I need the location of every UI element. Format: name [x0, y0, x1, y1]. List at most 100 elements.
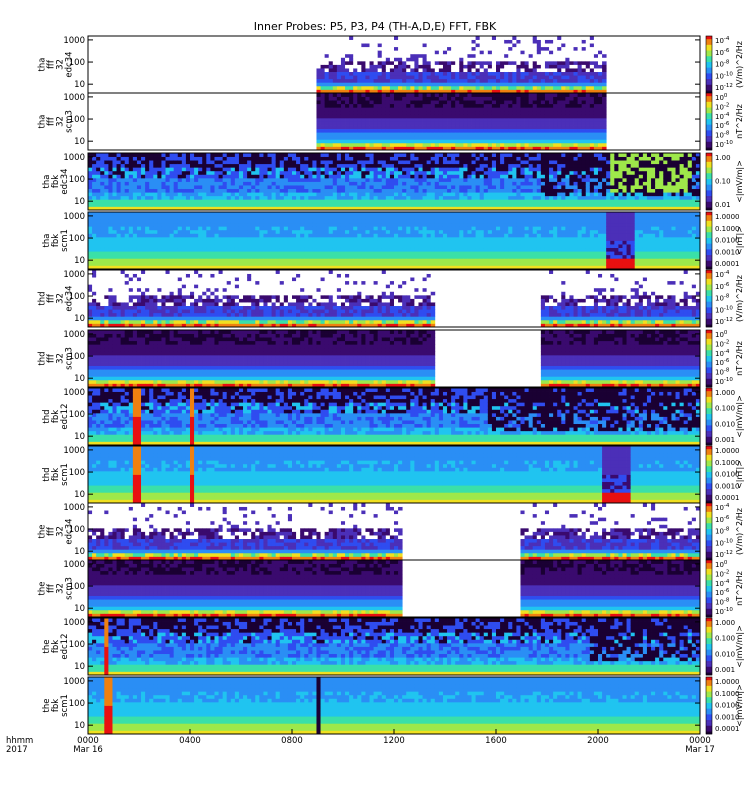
spectrogram-cell [475, 85, 481, 90]
spectrogram-cell [630, 156, 636, 161]
spectrogram-cell [483, 206, 489, 211]
spectrogram-cell [524, 68, 530, 73]
spectrogram-cell [120, 153, 126, 157]
spectrogram-cell [438, 93, 444, 97]
spectrogram-cell [589, 153, 595, 157]
spectrogram-cell [679, 174, 685, 179]
spectrogram-cell [373, 163, 379, 168]
spectrogram-cell [398, 57, 403, 62]
spectrogram-cell [320, 125, 326, 130]
spectrogram-cell [214, 174, 219, 179]
spectrogram-cell [349, 188, 354, 193]
spectrogram-cell [88, 181, 93, 186]
spectrogram-cell [128, 219, 134, 224]
spectrogram-cell [581, 170, 587, 175]
spectrogram-cell [508, 114, 513, 119]
spectrogram-cell [389, 177, 395, 182]
spectrogram-cell [279, 202, 285, 207]
spectrogram-cell [581, 121, 587, 126]
spectrogram-cell [573, 185, 578, 190]
spectrogram-cell [112, 199, 117, 204]
spectrogram-cell [124, 202, 130, 207]
spectrogram-cell [92, 233, 97, 238]
spectrogram-cell [369, 46, 374, 51]
spectrogram-cell [385, 177, 391, 182]
spectrogram-cell [422, 36, 428, 40]
spectrogram-cell [332, 85, 338, 90]
spectrogram-cell [585, 185, 591, 190]
spectrogram-cell [598, 60, 603, 65]
spectrogram-cell [332, 177, 338, 182]
spectrogram-cell [524, 146, 530, 151]
spectrogram-cell [394, 139, 399, 144]
spectrogram-cell [573, 181, 578, 186]
spectrogram-cell [544, 110, 550, 115]
spectrogram-cell [528, 132, 534, 137]
spectrogram-cell [365, 114, 370, 119]
spectrogram-cell [691, 195, 697, 200]
spectrogram-cell [430, 110, 436, 115]
spectrogram-cell [549, 82, 554, 87]
spectrogram-cell [345, 75, 350, 80]
spectrogram-cell [504, 160, 509, 165]
spectrogram-cell [410, 181, 415, 186]
spectrogram-cell [328, 206, 334, 211]
spectrogram-cell [426, 170, 432, 175]
spectrogram-cell [540, 50, 546, 55]
spectrogram-cell [385, 43, 391, 48]
spectrogram-cell [88, 160, 93, 165]
spectrogram-cell [491, 125, 497, 130]
spectrogram-cell [324, 117, 330, 122]
spectrogram-cell [565, 202, 570, 207]
spectrogram-cell [544, 78, 550, 83]
spectrogram-cell [296, 170, 301, 175]
colorbar-cell [706, 204, 712, 208]
spectrogram-cell [606, 170, 611, 175]
spectrogram-cell [426, 39, 432, 44]
spectrogram-cell [467, 117, 472, 122]
spectrogram-cell [695, 153, 701, 157]
spectrogram-cell [361, 135, 366, 140]
spectrogram-cell [132, 222, 138, 227]
spectrogram-cell [516, 60, 521, 65]
spectrogram-cell [402, 128, 407, 133]
spectrogram-cell [328, 192, 334, 197]
spectrogram-cell [361, 82, 366, 87]
spectrogram-cell [528, 163, 534, 168]
spectrogram-cell [500, 139, 505, 144]
spectrogram-cell [434, 125, 440, 130]
spectrogram-cell [332, 50, 338, 55]
spectrogram-cell [275, 199, 281, 204]
spectrogram-cell [132, 181, 138, 186]
spectrogram-cell [447, 114, 452, 119]
spectrogram-cell [414, 78, 419, 83]
spectrogram-cell [283, 185, 289, 190]
spectrogram-cell [646, 170, 652, 175]
spectrogram-cell [512, 85, 517, 90]
spectrogram-cell [226, 174, 232, 179]
spectrogram-cell [577, 128, 583, 133]
spectrogram-cell [659, 202, 664, 207]
spectrogram-cell [108, 240, 113, 245]
spectrogram-cell [536, 100, 542, 105]
spectrogram-cell [577, 36, 583, 40]
spectrogram-cell [185, 177, 191, 182]
spectrogram-cell [438, 82, 444, 87]
spectrogram-cell [410, 71, 415, 76]
spectrogram-cell [124, 177, 130, 182]
spectrogram-cell [320, 107, 326, 112]
spectrogram-cell [491, 68, 497, 73]
spectrogram-cell [96, 202, 101, 207]
spectrogram-cell [120, 192, 126, 197]
spectrogram-cell [426, 156, 432, 161]
spectrogram-cell [414, 93, 419, 97]
spectrogram-cell [92, 258, 97, 263]
spectrogram-cell [528, 103, 534, 108]
spectrogram-cell [365, 85, 370, 90]
spectrogram-cell [459, 174, 464, 179]
spectrogram-cell [238, 174, 244, 179]
spectrogram-cell [92, 181, 97, 186]
spectrogram-cell [406, 53, 411, 58]
spectrogram-cell [218, 160, 224, 165]
spectrogram-cell [373, 50, 379, 55]
